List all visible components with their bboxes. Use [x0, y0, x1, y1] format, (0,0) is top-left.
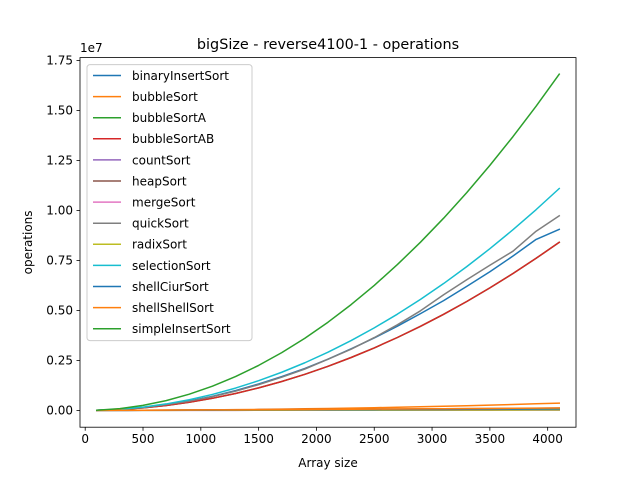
legend-box: [86, 64, 253, 342]
series-layer: [95, 73, 561, 412]
legend-label-simpleInsertSort: simpleInsertSort: [132, 322, 231, 336]
y-tick-label: 1.25: [46, 154, 73, 168]
y-tick-label: 0.50: [46, 304, 73, 318]
y-tick-label: 0.25: [46, 354, 73, 368]
x-tick-label: 1500: [243, 432, 274, 446]
series-line-bubbleSortAB: [95, 241, 561, 412]
legend-label-quickSort: quickSort: [132, 217, 189, 231]
legend-label-shellShellSort: shellShellSort: [132, 301, 214, 315]
y-axis-multiplier: 1e7: [80, 41, 103, 55]
series-line-simpleInsertSort: [95, 73, 561, 411]
y-tick-label: 1.75: [46, 54, 73, 68]
legend-label-selectionSort: selectionSort: [132, 259, 211, 273]
x-tick-label: 2000: [301, 432, 332, 446]
y-tick-label: 1.50: [46, 104, 73, 118]
x-tick-label: 3000: [417, 432, 448, 446]
series-line-shellShellSort: [96, 407, 560, 412]
x-tick-label: 2500: [359, 432, 390, 446]
x-tick-label: 3500: [475, 432, 506, 446]
x-tick-label: 500: [132, 432, 155, 446]
x-tick-label: 4000: [532, 432, 563, 446]
legend-label-bubbleSortAB: bubbleSortAB: [132, 132, 214, 146]
legend-items: binaryInsertSort bubbleSort bubbleSortA bub…: [93, 69, 231, 336]
legend-label-bubbleSortA: bubbleSortA: [132, 111, 207, 125]
series-line-quickSort: [95, 214, 561, 412]
x-tick-label: 1000: [186, 432, 217, 446]
legend-label-radixSort: radixSort: [132, 238, 187, 252]
y-tick-label: 0.75: [46, 254, 73, 268]
legend-label-heapSort: heapSort: [132, 174, 187, 188]
legend-label-shellCiurSort: shellCiurSort: [132, 280, 209, 294]
legend-label-bubbleSort: bubbleSort: [132, 90, 198, 104]
y-tick-label: 1.00: [46, 204, 73, 218]
chart-title: bigSize - reverse4100-1 - operations: [197, 37, 459, 53]
y-axis-label: operations: [21, 210, 35, 274]
x-tick-label: 0: [81, 432, 89, 446]
legend-label-mergeSort: mergeSort: [132, 196, 196, 210]
x-axis-label: Array size: [298, 456, 357, 470]
x-axis-ticks: 0 500 1000 1500 2000 2500 3000 3500 4000: [81, 427, 563, 446]
legend-label-binaryInsertSort: binaryInsertSort: [132, 69, 229, 83]
y-tick-label: 0.00: [46, 404, 73, 418]
legend-label-countSort: countSort: [132, 153, 191, 167]
y-axis-ticks: 0.00 0.25 0.50 0.75 1.00 1.25 1.50 1.75: [46, 54, 80, 418]
series-line-selectionSort: [95, 187, 561, 412]
plot-frame: [79, 57, 577, 428]
legend: binaryInsertSort bubbleSort bubbleSortA bub…: [86, 64, 253, 342]
